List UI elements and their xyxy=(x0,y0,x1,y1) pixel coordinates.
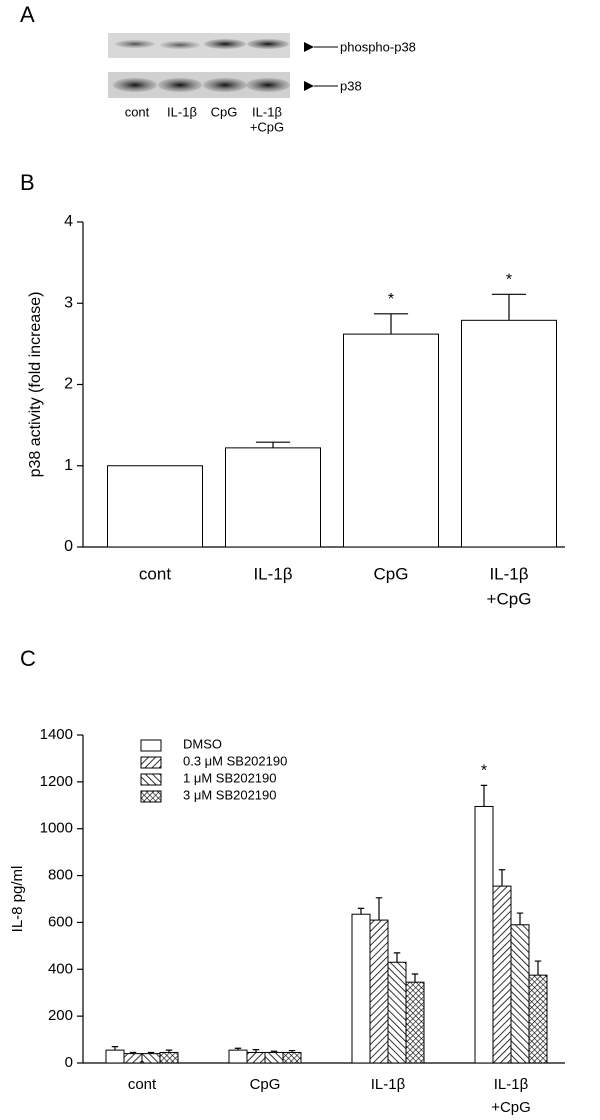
error-bar xyxy=(252,1049,260,1053)
error-bar xyxy=(129,1051,137,1054)
error-bar xyxy=(534,960,542,976)
bar xyxy=(528,974,548,1064)
x-tick-label: CpG xyxy=(250,1076,281,1093)
y-tick-label: 3 xyxy=(64,294,73,311)
panel-label: B xyxy=(20,170,35,195)
y-tick-label: 1 xyxy=(64,457,73,474)
blot-row-label: phospho-p38 xyxy=(340,39,416,54)
lane-label: IL-1β xyxy=(167,104,197,119)
x-tick-label: IL-1β xyxy=(489,564,528,583)
error-bar xyxy=(498,869,506,887)
bar xyxy=(474,805,494,1064)
bar xyxy=(141,1053,161,1064)
bar xyxy=(107,465,203,548)
y-tick-label: 400 xyxy=(48,960,73,977)
y-axis-label: p38 activity (fold increase) xyxy=(27,292,44,478)
y-tick-label: 600 xyxy=(48,913,73,930)
bar xyxy=(510,924,530,1064)
lane-label: cont xyxy=(125,104,150,119)
x-tick-label: IL-1β xyxy=(494,1076,529,1093)
error-bar xyxy=(373,313,409,335)
lane-label: +CpG xyxy=(250,119,284,134)
bar xyxy=(159,1051,179,1064)
legend-label: DMSO xyxy=(183,736,222,751)
error-bar xyxy=(270,1050,278,1053)
bar xyxy=(123,1053,143,1064)
panel-label: A xyxy=(20,2,35,27)
error-bar xyxy=(288,1049,296,1053)
error-bar xyxy=(375,897,383,921)
y-tick-label: 4 xyxy=(64,213,73,230)
bar xyxy=(405,981,425,1064)
bar xyxy=(492,885,512,1064)
bar xyxy=(246,1051,266,1064)
y-tick-label: 0 xyxy=(65,1054,73,1071)
error-bar xyxy=(165,1049,173,1053)
bar xyxy=(387,961,407,1064)
error-bar xyxy=(491,293,527,321)
error-bar xyxy=(480,784,488,807)
blot xyxy=(108,33,338,98)
x-tick-label: cont xyxy=(139,564,171,583)
legend-swatch xyxy=(140,773,162,786)
legend-label: 1 μM SB202190 xyxy=(183,770,277,785)
bar xyxy=(264,1051,284,1064)
bar xyxy=(282,1051,302,1064)
error-bar xyxy=(411,973,419,983)
legend-swatch xyxy=(140,756,162,769)
bar xyxy=(461,319,557,548)
y-tick-label: 1200 xyxy=(40,773,73,790)
significance-mark: * xyxy=(481,763,487,780)
legend-label: 0.3 μM SB202190 xyxy=(183,753,287,768)
bar xyxy=(225,447,321,548)
significance-mark: * xyxy=(506,272,512,289)
x-tick-label: +CpG xyxy=(487,589,532,608)
y-tick-label: 800 xyxy=(48,867,73,884)
lane-label: IL-1β xyxy=(252,104,282,119)
x-tick-label: cont xyxy=(128,1076,157,1093)
x-tick-label: CpG xyxy=(374,564,409,583)
error-bar xyxy=(111,1046,119,1051)
error-bar xyxy=(234,1047,242,1051)
panel-label: C xyxy=(20,646,36,671)
error-bar xyxy=(357,907,365,915)
lane-label: CpG xyxy=(211,104,238,119)
blot-row-label: p38 xyxy=(340,78,362,93)
y-tick-label: 1000 xyxy=(40,820,73,837)
bar xyxy=(228,1049,248,1064)
error-bar xyxy=(516,912,524,925)
bar xyxy=(351,913,371,1064)
significance-mark: * xyxy=(388,291,394,308)
x-tick-label: IL-1β xyxy=(253,564,292,583)
error-bar xyxy=(393,952,401,963)
legend-label: 3 μM SB202190 xyxy=(183,787,277,802)
x-tick-label: +CpG xyxy=(491,1099,531,1116)
legend-swatch xyxy=(140,739,162,752)
bar xyxy=(369,919,389,1064)
y-tick-label: 2 xyxy=(64,376,73,393)
bar xyxy=(343,333,439,548)
error-bar xyxy=(255,441,291,448)
y-tick-label: 0 xyxy=(64,538,73,555)
legend-swatch xyxy=(140,790,162,803)
x-tick-label: IL-1β xyxy=(371,1076,406,1093)
y-tick-label: 1400 xyxy=(40,726,73,743)
bar xyxy=(105,1049,125,1064)
y-axis-label: IL-8 pg/ml xyxy=(9,866,26,933)
error-bar xyxy=(147,1051,155,1054)
y-tick-label: 200 xyxy=(48,1007,73,1024)
